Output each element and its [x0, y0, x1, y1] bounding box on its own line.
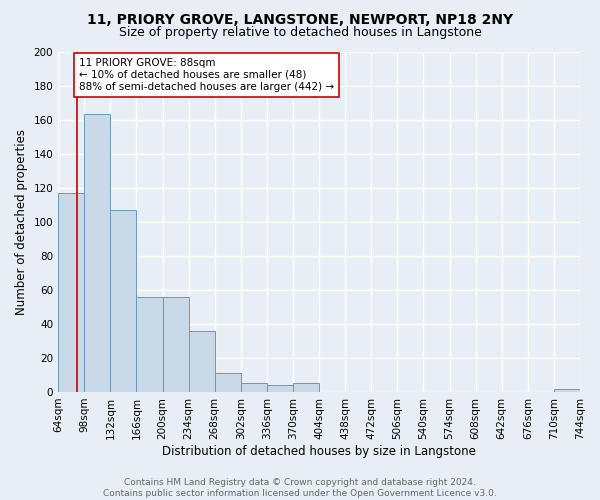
Bar [215, 373, 241, 392]
Bar [293, 384, 319, 392]
Text: 11, PRIORY GROVE, LANGSTONE, NEWPORT, NP18 2NY: 11, PRIORY GROVE, LANGSTONE, NEWPORT, NP… [87, 12, 513, 26]
Bar [110, 210, 136, 392]
Bar [58, 193, 84, 392]
Bar [554, 388, 580, 392]
Bar [84, 114, 110, 392]
Text: Size of property relative to detached houses in Langstone: Size of property relative to detached ho… [119, 26, 481, 39]
Text: Contains HM Land Registry data © Crown copyright and database right 2024.
Contai: Contains HM Land Registry data © Crown c… [103, 478, 497, 498]
Bar [267, 385, 293, 392]
Bar [241, 384, 267, 392]
Bar [136, 296, 163, 392]
Text: 11 PRIORY GROVE: 88sqm
← 10% of detached houses are smaller (48)
88% of semi-det: 11 PRIORY GROVE: 88sqm ← 10% of detached… [79, 58, 334, 92]
X-axis label: Distribution of detached houses by size in Langstone: Distribution of detached houses by size … [162, 444, 476, 458]
Bar [163, 296, 188, 392]
Y-axis label: Number of detached properties: Number of detached properties [15, 128, 28, 314]
Bar [188, 330, 215, 392]
